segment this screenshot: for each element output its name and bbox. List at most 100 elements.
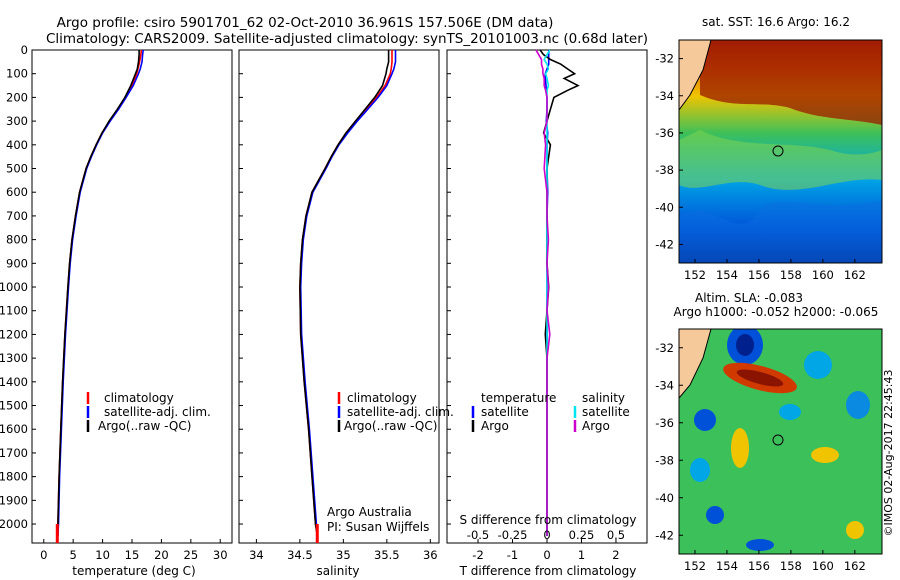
diff-line-salinity-argo xyxy=(535,49,551,536)
lon-tick-label: 156 xyxy=(748,559,770,573)
lon-tick-label: 162 xyxy=(844,559,866,573)
t-difference-xlabel: T difference from climatology xyxy=(459,564,637,578)
depth-tick-label: 1200 xyxy=(0,327,28,341)
series-line-satellite-adj xyxy=(299,50,397,536)
depth-tick-label: 500 xyxy=(6,162,28,176)
lon-tick-label: 156 xyxy=(748,268,770,282)
depth-tick-label: 900 xyxy=(6,256,28,270)
lon-tick-label: 154 xyxy=(716,268,738,282)
legend-label-t-argo: Argo xyxy=(481,419,509,433)
depth-tick-label: 1700 xyxy=(0,446,28,460)
x-tick-label: 35 xyxy=(336,548,351,562)
lat-tick-label: -34 xyxy=(655,89,674,103)
series-line-climatology xyxy=(56,49,143,536)
x-tick-label: 10 xyxy=(95,548,110,562)
legend-label-t-satellite: satellite xyxy=(481,405,529,419)
lon-tick-label: 160 xyxy=(812,268,834,282)
lon-tick-label: 152 xyxy=(684,559,706,573)
depth-tick-label: 600 xyxy=(6,185,28,199)
x-tick-label: 25 xyxy=(184,548,199,562)
x-tick-label: 5 xyxy=(70,548,77,562)
depth-tick-label: 100 xyxy=(6,67,28,81)
lat-tick-label: -34 xyxy=(655,378,674,392)
depth-tick-label: 2000 xyxy=(0,517,28,531)
title-line1: Argo profile: csiro 5901701_62 02-Oct-20… xyxy=(57,15,554,31)
lat-tick-label: -38 xyxy=(655,453,674,467)
s-tick-label: 0.5 xyxy=(607,528,625,542)
x-tick-label: -2 xyxy=(472,548,483,562)
s-difference-label: S difference from climatology xyxy=(460,513,637,527)
sla-map xyxy=(679,329,882,554)
watermark: ©IMOS 02-Aug-2017 22:45:43 xyxy=(882,370,895,537)
sla-map-title2: Argo h1000: -0.052 h2000: -0.065 xyxy=(674,305,879,319)
depth-tick-label: 300 xyxy=(6,114,28,128)
lat-tick-label: -38 xyxy=(655,163,674,177)
lat-tick-label: -40 xyxy=(655,491,674,505)
legend-salinity-header: salinity xyxy=(582,391,625,405)
legend-label-climatology: climatology xyxy=(347,391,417,405)
sla-map-frame xyxy=(678,328,883,555)
s-tick-label: 0 xyxy=(543,528,550,542)
lat-tick-label: -32 xyxy=(655,52,674,66)
lon-tick-label: 154 xyxy=(716,559,738,573)
depth-tick-label: 1100 xyxy=(0,304,28,318)
map-axes: -32 -34 -36 -38 -40 -42 152 154 156 158 160 162 -32 -… xyxy=(655,52,866,573)
credit-line1: Argo Australia xyxy=(327,505,412,519)
sst-map-title: sat. SST: 16.6 Argo: 16.2 xyxy=(702,15,850,29)
x-tick-label: 36 xyxy=(423,548,438,562)
series-line-Argo xyxy=(299,50,390,537)
temperature-profile-lines xyxy=(55,49,144,543)
sst-map-frame xyxy=(678,39,883,264)
difference-profile-lines xyxy=(535,49,580,536)
s-tick-label: 0.25 xyxy=(569,528,595,542)
depth-tick-label: 1500 xyxy=(0,399,28,413)
s-tick-label: -0.5 xyxy=(467,528,489,542)
legend-temperature-header: temperature xyxy=(481,391,556,405)
salinity-legend: climatology satellite-adj. clim. Argo(..… xyxy=(337,391,454,433)
sla-map-title1: Altim. SLA: -0.083 xyxy=(695,291,803,305)
sst-map xyxy=(679,40,882,263)
x-tick-label: -1 xyxy=(507,548,518,562)
t-difference-x-axis: -2 -1 0 1 2 xyxy=(472,539,620,562)
lat-tick-label: -40 xyxy=(655,200,674,214)
sst-argo-position-marker xyxy=(772,145,784,157)
depth-axis: 0 100 200 300 400 500 600 700 800 900 1000 1100 1200… xyxy=(0,43,451,531)
series-line-satellite-adj xyxy=(57,49,144,536)
legend-label-s-satellite: satellite xyxy=(582,405,630,419)
x-tick-label: 34.5 xyxy=(287,548,313,562)
temperature-xlabel: temperature (deg C) xyxy=(72,564,195,578)
s-difference-axis: -0.5 -0.25 0 0.25 0.5 xyxy=(467,528,625,542)
sla-argo-position-marker xyxy=(772,434,784,446)
x-tick-label: 20 xyxy=(154,548,169,562)
salinity-xlabel: salinity xyxy=(316,564,359,578)
temperature-panel xyxy=(31,49,233,544)
legend-label-argo: Argo(..raw -QC) xyxy=(98,419,191,433)
temperature-legend: climatology satellite-adj. clim. Argo(..… xyxy=(86,391,211,433)
lon-tick-label: 160 xyxy=(812,559,834,573)
depth-tick-label: 1300 xyxy=(0,351,28,365)
x-tick-label: 30 xyxy=(213,548,228,562)
legend-label-s-argo: Argo xyxy=(582,419,610,433)
lat-tick-label: -32 xyxy=(655,341,674,355)
x-tick-label: 34 xyxy=(249,548,264,562)
lat-tick-label: -36 xyxy=(655,126,674,140)
s-tick-label: -0.25 xyxy=(498,528,528,542)
x-tick-label: 1 xyxy=(578,548,585,562)
salinity-profile-lines xyxy=(299,50,397,543)
lon-tick-label: 158 xyxy=(780,559,802,573)
depth-tick-label: 200 xyxy=(6,90,28,104)
salinity-x-axis: 34 34.5 35 35.5 36 xyxy=(249,539,438,562)
temperature-x-axis: 0 5 10 15 20 25 30 xyxy=(40,539,228,562)
salinity-panel xyxy=(238,49,440,544)
depth-tick-label: 800 xyxy=(6,233,28,247)
depth-tick-label: 1600 xyxy=(0,422,28,436)
lon-tick-label: 162 xyxy=(844,268,866,282)
x-tick-label: 15 xyxy=(125,548,140,562)
depth-tick-label: 1900 xyxy=(0,493,28,507)
legend-label-satellite: satellite-adj. clim. xyxy=(347,405,454,419)
title-line2: Climatology: CARS2009. Satellite-adjuste… xyxy=(46,31,648,47)
x-tick-label: 35.5 xyxy=(374,548,400,562)
difference-legend: temperature salinity satellite Argo sate… xyxy=(471,391,630,433)
depth-tick-label: 400 xyxy=(6,138,28,152)
